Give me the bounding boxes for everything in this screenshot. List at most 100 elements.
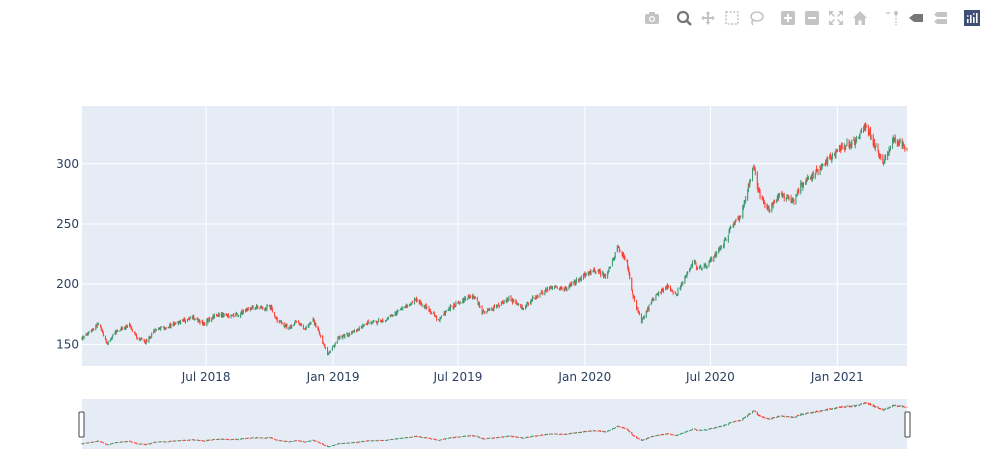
- candle[interactable]: [91, 328, 93, 332]
- candle[interactable]: [561, 287, 563, 291]
- candle[interactable]: [845, 144, 847, 150]
- candle[interactable]: [806, 177, 808, 183]
- candle[interactable]: [198, 318, 200, 322]
- candle[interactable]: [550, 285, 552, 289]
- candle[interactable]: [671, 289, 673, 292]
- candle[interactable]: [440, 315, 442, 319]
- candle[interactable]: [465, 296, 467, 302]
- candle[interactable]: [584, 271, 586, 279]
- candle[interactable]: [463, 298, 465, 303]
- candle[interactable]: [104, 335, 106, 341]
- candle[interactable]: [539, 292, 541, 298]
- candle[interactable]: [124, 326, 126, 330]
- candle[interactable]: [135, 333, 137, 336]
- candle[interactable]: [676, 293, 678, 296]
- candle[interactable]: [343, 334, 345, 338]
- candle[interactable]: [327, 346, 329, 356]
- candle[interactable]: [385, 320, 387, 323]
- candle[interactable]: [652, 297, 654, 302]
- candle[interactable]: [776, 195, 778, 201]
- candle[interactable]: [814, 172, 816, 180]
- candle[interactable]: [107, 341, 109, 345]
- candle[interactable]: [252, 305, 254, 310]
- candle[interactable]: [889, 145, 891, 151]
- candle[interactable]: [903, 142, 905, 147]
- candle[interactable]: [546, 287, 548, 290]
- candle[interactable]: [503, 299, 505, 304]
- candle[interactable]: [288, 326, 290, 331]
- candle[interactable]: [434, 314, 436, 318]
- candle[interactable]: [333, 345, 335, 348]
- candle[interactable]: [183, 317, 185, 322]
- candle[interactable]: [423, 304, 425, 308]
- candle[interactable]: [162, 325, 164, 328]
- candle[interactable]: [172, 322, 174, 327]
- candle[interactable]: [589, 270, 591, 275]
- candle[interactable]: [647, 306, 649, 313]
- candle[interactable]: [735, 218, 737, 222]
- candle[interactable]: [896, 139, 898, 148]
- candle[interactable]: [500, 301, 502, 306]
- candle[interactable]: [244, 308, 246, 313]
- candle[interactable]: [732, 223, 734, 229]
- candle[interactable]: [196, 317, 198, 320]
- candle[interactable]: [860, 127, 862, 134]
- candle[interactable]: [416, 296, 418, 303]
- candle[interactable]: [781, 190, 783, 198]
- candle[interactable]: [184, 317, 186, 323]
- candle[interactable]: [100, 326, 102, 331]
- candle[interactable]: [791, 197, 793, 204]
- candle[interactable]: [402, 306, 404, 311]
- candle[interactable]: [260, 305, 262, 309]
- candle[interactable]: [169, 323, 171, 328]
- candle[interactable]: [709, 257, 711, 263]
- candle[interactable]: [360, 325, 362, 329]
- candle[interactable]: [757, 182, 759, 193]
- candle[interactable]: [512, 298, 514, 303]
- candle[interactable]: [396, 309, 398, 315]
- candle[interactable]: [787, 194, 789, 200]
- candle[interactable]: [280, 320, 282, 323]
- candle[interactable]: [145, 339, 147, 345]
- candle[interactable]: [169, 322, 171, 328]
- candle[interactable]: [798, 187, 800, 195]
- candle[interactable]: [116, 329, 118, 333]
- candle[interactable]: [283, 321, 285, 328]
- candle[interactable]: [158, 327, 160, 330]
- candle[interactable]: [249, 307, 251, 312]
- candle[interactable]: [516, 302, 518, 306]
- candle[interactable]: [100, 324, 102, 328]
- candle[interactable]: [122, 327, 124, 330]
- candle[interactable]: [869, 128, 871, 136]
- candle[interactable]: [600, 270, 602, 278]
- candle[interactable]: [225, 313, 227, 316]
- candle[interactable]: [700, 267, 702, 271]
- candle[interactable]: [469, 294, 471, 299]
- candle[interactable]: [873, 139, 875, 148]
- candle[interactable]: [740, 215, 742, 218]
- candle[interactable]: [498, 302, 500, 307]
- candle[interactable]: [347, 332, 349, 337]
- candle[interactable]: [513, 299, 515, 303]
- candle[interactable]: [496, 304, 498, 309]
- candle[interactable]: [825, 159, 827, 167]
- candle[interactable]: [849, 140, 851, 150]
- candle[interactable]: [657, 292, 659, 296]
- candle[interactable]: [544, 290, 546, 296]
- candle[interactable]: [551, 285, 553, 290]
- candle[interactable]: [295, 319, 297, 322]
- candle[interactable]: [778, 193, 780, 201]
- candle[interactable]: [585, 272, 587, 276]
- candle[interactable]: [87, 331, 89, 336]
- candle[interactable]: [366, 322, 368, 325]
- candle[interactable]: [676, 294, 678, 297]
- candle[interactable]: [82, 336, 84, 339]
- candle[interactable]: [575, 279, 577, 286]
- candle[interactable]: [438, 319, 440, 322]
- candle[interactable]: [737, 216, 739, 221]
- candle[interactable]: [776, 199, 778, 204]
- candle[interactable]: [107, 340, 109, 346]
- candle[interactable]: [560, 286, 562, 290]
- candle[interactable]: [275, 316, 277, 319]
- candle[interactable]: [642, 315, 644, 319]
